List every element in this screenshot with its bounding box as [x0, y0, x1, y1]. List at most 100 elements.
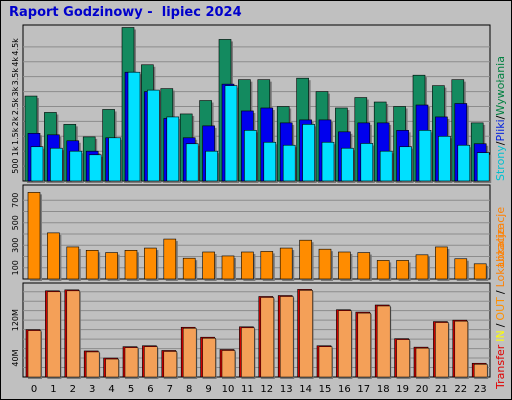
bar-transfer-out [435, 322, 449, 378]
bar-transfer-out [454, 320, 469, 378]
bar-strony [360, 143, 374, 182]
bar-lokalizacje [299, 239, 312, 280]
bar-strony [263, 141, 277, 182]
x-tick-hour: 16 [338, 384, 351, 395]
bar-lokalizacje [182, 257, 196, 280]
bar-strony [379, 150, 393, 182]
y-tick-hits: 2k [11, 116, 20, 126]
bar-lokalizacje [105, 252, 118, 280]
bar-lokalizacje [241, 251, 254, 280]
bar-transfer-out [279, 296, 294, 378]
x-tick-hour: 4 [108, 384, 114, 395]
bar-lokalizacje [415, 254, 429, 280]
bar-strony [321, 141, 335, 182]
x-tick-hour: 0 [31, 384, 37, 395]
bar-transfer-out [357, 312, 372, 378]
legend-transfer-item: OUT [494, 297, 507, 321]
bar-strony [205, 150, 218, 182]
bar-lokalizacje [473, 263, 487, 280]
bar-strony [30, 146, 44, 182]
bar-strony [438, 135, 451, 182]
y-tick-transfer: 40M [11, 349, 20, 366]
bar-strony [69, 150, 83, 182]
bar-transfer-out [299, 290, 313, 378]
bar-transfer-out [473, 364, 488, 378]
bar-transfer-out [163, 351, 178, 378]
bar-lokalizacje [260, 251, 274, 280]
y-tick-sites: 700 [11, 193, 20, 208]
legend-transfer-item: IN [494, 330, 507, 341]
y-tick-sites: 500 [11, 215, 20, 230]
x-tick-hour: 9 [205, 384, 211, 395]
bar-strony [457, 144, 471, 182]
y-tick-hits: 1.5k [11, 127, 20, 145]
bar-transfer-out [396, 339, 410, 378]
x-tick-hour: 20 [416, 384, 429, 395]
bar-lokalizacje [357, 252, 371, 280]
y-tick-hits: 2.5k [11, 97, 20, 115]
x-tick-hour: 2 [70, 384, 76, 395]
legend-hits-item: / [494, 115, 507, 119]
x-tick-hour: 21 [435, 384, 448, 395]
bar-strony [185, 143, 199, 182]
x-tick-hour: 8 [186, 384, 192, 395]
bar-strony [108, 137, 121, 182]
x-tick-hour: 15 [319, 384, 332, 395]
y-tick-transfer: 120M [11, 309, 20, 331]
x-tick-hour: 1 [50, 384, 56, 395]
bar-strony [418, 130, 432, 182]
bar-lokalizacje [66, 246, 80, 280]
y-tick-hits: 3k [11, 86, 20, 96]
legend-hits-item: Pliki [494, 119, 507, 141]
legend-hits-item: Strony [494, 145, 507, 181]
x-tick-hour: 19 [396, 384, 409, 395]
y-tick-hits: 1k [11, 146, 20, 156]
bar-strony [224, 85, 238, 182]
bar-transfer-out [318, 346, 333, 378]
y-tick-hits: 500 [11, 158, 20, 173]
bar-transfer-out [47, 291, 61, 378]
bar-strony [50, 147, 63, 182]
x-tick-hour: 13 [280, 384, 293, 395]
bar-strony [147, 89, 160, 182]
bar-lokalizacje [318, 248, 332, 280]
bar-lokalizacje [338, 251, 351, 280]
x-tick-hour: 18 [377, 384, 390, 395]
bar-lokalizacje [47, 232, 60, 280]
bar-transfer-out [202, 337, 216, 378]
bar-transfer-out [144, 346, 158, 378]
bar-transfer-out [124, 347, 139, 378]
bar-strony [302, 124, 315, 182]
bar-lokalizacje [396, 260, 409, 280]
bar-transfer-out [85, 351, 100, 378]
x-tick-hour: 10 [222, 384, 235, 395]
y-tick-hits: 3.5k [11, 68, 20, 86]
bar-lokalizacje [27, 192, 41, 280]
y-tick-sites: 100 [11, 260, 20, 275]
bar-transfer-out [221, 350, 236, 378]
bar-lokalizacje [454, 258, 468, 280]
bar-lokalizacje [435, 246, 448, 280]
bar-strony [88, 154, 102, 182]
x-tick-hour: 11 [241, 384, 254, 395]
legend-hits-item: Wywołania [494, 56, 507, 116]
bar-lokalizacje [85, 250, 99, 280]
legend-transfer: Transfer IN / OUT / Lokalizacje [494, 227, 507, 390]
x-tick-hour: 7 [167, 384, 173, 395]
bar-transfer-out [27, 330, 42, 378]
bar-strony [476, 152, 490, 182]
bar-lokalizacje [221, 255, 235, 280]
bar-strony [127, 71, 141, 182]
bar-strony [341, 147, 354, 182]
legend-sites-item: Lokalizacje [494, 207, 507, 267]
y-tick-sites: 300 [11, 238, 20, 253]
bar-strony [166, 116, 180, 182]
bar-lokalizacje [163, 238, 177, 280]
bar-transfer-out [241, 327, 255, 378]
legend-transfer-item: / [494, 290, 507, 294]
legend-hits-item: / [494, 141, 507, 145]
legend-transfer-item: Lokalizacje [494, 227, 507, 287]
y-tick-hits: 4.5k [11, 38, 20, 56]
x-tick-hour: 6 [147, 384, 153, 395]
